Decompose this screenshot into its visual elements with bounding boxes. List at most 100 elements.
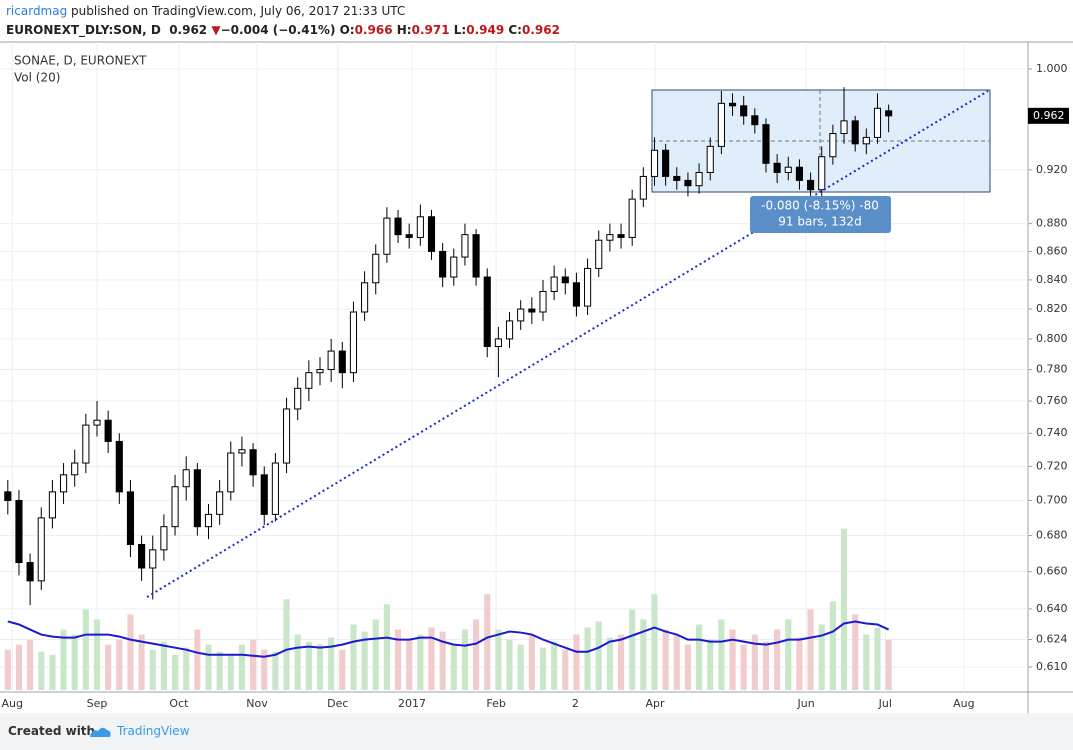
cloud <box>90 727 111 737</box>
volume-bar <box>205 644 212 690</box>
volume-bar <box>473 619 480 690</box>
candle-body <box>405 234 413 238</box>
volume-bar <box>673 634 680 690</box>
volume-bar <box>506 639 513 690</box>
candle-body <box>695 171 703 187</box>
author[interactable]: ricardmag <box>6 4 68 18</box>
last: 0.962 <box>169 23 208 37</box>
candle-body <box>316 369 324 374</box>
volume-bar <box>450 644 457 690</box>
c-label: C: <box>508 23 522 37</box>
candle-body <box>550 276 558 292</box>
volume-bar <box>818 624 825 690</box>
volume-bar <box>539 647 547 690</box>
candle-body <box>851 120 859 145</box>
created-with: Created with <box>8 724 96 738</box>
candle-body <box>539 290 547 313</box>
volume-bar <box>807 609 814 690</box>
volume-bar <box>696 624 703 690</box>
last-price-label: 0.962 <box>1033 109 1065 122</box>
candle-body <box>126 491 135 545</box>
candle-body <box>305 372 313 389</box>
volume-bar <box>495 629 502 690</box>
trend-line <box>146 90 989 598</box>
volume-bar <box>874 627 881 690</box>
y-tick-label: 0.700 <box>1036 493 1068 506</box>
volume-bar <box>562 649 569 690</box>
candle-body <box>461 234 469 258</box>
volume-bar <box>617 634 625 690</box>
volume-bar <box>439 631 446 690</box>
x-tick-label: Aug <box>2 697 23 710</box>
volume-bar <box>272 651 279 690</box>
volume-bar <box>105 644 112 690</box>
volume-bar <box>283 599 290 690</box>
o: 0.966 <box>354 23 393 37</box>
candle-body <box>650 149 659 177</box>
candle-body <box>149 549 157 569</box>
volume-bar <box>227 654 234 690</box>
volume-bar <box>394 629 402 690</box>
volume-bar <box>116 639 123 690</box>
candle-body <box>862 136 870 145</box>
volume-bar <box>651 594 658 690</box>
candle-body <box>48 491 56 519</box>
volume-bar <box>707 639 714 690</box>
candle-body <box>282 408 291 464</box>
candle-body <box>372 253 380 284</box>
volume-bar <box>149 649 156 690</box>
candles <box>4 87 893 606</box>
volume-bar <box>406 639 413 690</box>
candle-body <box>483 276 491 348</box>
candle-body <box>59 474 68 493</box>
volume-bar <box>718 619 725 690</box>
volume-bar <box>383 604 390 690</box>
volume-bar <box>629 609 636 690</box>
arrow: ▼ <box>211 23 221 37</box>
range-label: -0.080 (-8.15%) -80 <box>761 199 879 213</box>
volume-bar <box>183 647 190 690</box>
footer: Created with TradingView <box>0 713 1073 750</box>
volume-bar <box>785 619 792 690</box>
volume-bar <box>15 644 23 690</box>
candle-body <box>673 175 681 181</box>
candle-body <box>528 308 536 313</box>
volume-bar <box>49 654 56 690</box>
published: published on TradingView.com, July 06, 2… <box>71 4 406 18</box>
candle-body <box>193 469 201 528</box>
volume-bar <box>829 601 836 690</box>
candle-body <box>740 105 748 117</box>
volume-bar <box>238 644 246 690</box>
candle-body <box>338 350 346 374</box>
x-tick-label: Sep <box>87 697 108 710</box>
candle-body <box>662 149 670 177</box>
candle-body <box>505 320 514 340</box>
volume-bar <box>428 627 435 690</box>
y-tick-label: 0.780 <box>1036 363 1068 376</box>
range-label-box <box>750 196 891 233</box>
candle-body <box>807 179 815 191</box>
x-tick-label: Nov <box>246 697 268 710</box>
brand[interactable]: TradingView <box>117 724 190 738</box>
candle-body <box>717 102 725 147</box>
y-tick-label: 0.624 <box>1036 633 1068 646</box>
y-tick-label: 0.720 <box>1036 459 1068 472</box>
candle-body <box>327 350 335 371</box>
volume-bar <box>216 651 223 690</box>
candle-body <box>4 491 12 501</box>
volume-bar <box>38 651 45 690</box>
last-price-box <box>1028 107 1069 124</box>
volume-bar <box>27 639 34 690</box>
candle-body <box>706 145 714 173</box>
volume-bar <box>328 637 335 690</box>
candle-body <box>628 198 636 238</box>
candle-body <box>294 387 302 410</box>
volume-bar <box>885 639 892 690</box>
volume-bar <box>305 641 312 690</box>
candle-body <box>829 133 837 158</box>
candle-body <box>472 234 480 278</box>
y-tick-label: 1.000 <box>1036 62 1068 75</box>
volume-bar <box>517 644 524 690</box>
volume-bar <box>684 644 692 690</box>
x-tick-label: Jun <box>797 697 815 710</box>
